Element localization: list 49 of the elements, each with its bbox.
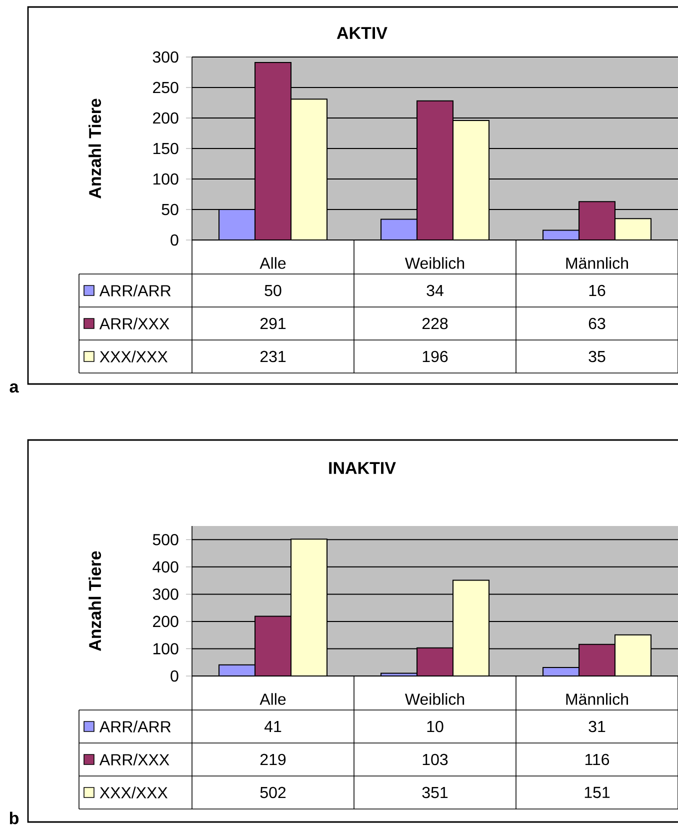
data-label: 31: [588, 720, 606, 732]
y-tick-label: 0: [170, 670, 178, 682]
legend-label: XXX/XXX: [100, 350, 168, 362]
data-label: 228: [422, 318, 448, 330]
y-tick-label: 400: [152, 561, 178, 573]
x-tick-label: Alle: [260, 693, 286, 705]
x-tick-label: Weiblich: [404, 693, 464, 705]
data-label: 151: [584, 786, 610, 798]
legend-label: ARR/XXX: [99, 754, 170, 766]
data-label: 351: [422, 786, 448, 798]
legend-label: XXX/XXX: [100, 786, 168, 798]
text: a: [10, 383, 19, 393]
data-label: 231: [260, 350, 286, 362]
data-label: 34: [426, 284, 444, 296]
data-label: 63: [588, 318, 606, 330]
y-axis-title: Anzahl Tiere: [88, 98, 102, 198]
x-tick-label: Männlich: [566, 693, 628, 705]
y-tick-label: 100: [153, 643, 178, 654]
data-label: 10: [427, 720, 444, 732]
data-label: 502: [260, 786, 286, 798]
data-label: 196: [422, 350, 448, 362]
y-tick-label: 250: [153, 82, 178, 94]
chart-title: INAKTIV: [329, 462, 396, 474]
y-tick-label: 200: [153, 112, 178, 124]
y-tick-label: 0: [170, 234, 178, 246]
y-tick-label: 150: [153, 142, 178, 154]
y-tick-label: 300: [152, 51, 178, 63]
x-tick-label: Weiblich: [404, 257, 464, 269]
legend-label: ARR/ARR: [99, 284, 171, 296]
data-label: 103: [422, 754, 448, 766]
legend-label: ARR/ARR: [99, 720, 171, 732]
data-label: 219: [260, 754, 286, 766]
data-label: 35: [588, 350, 606, 362]
data-label: 16: [589, 284, 606, 296]
y-axis-title: Anzahl Tiere: [88, 551, 102, 651]
chart-title: AKTIV: [336, 27, 388, 39]
data-label: 291: [260, 318, 286, 330]
x-tick-label: Alle: [260, 257, 286, 269]
legend-label: ARR/XXX: [99, 318, 170, 330]
y-tick-label: 500: [152, 534, 178, 546]
text: b: [10, 812, 18, 824]
y-tick-label: 200: [153, 616, 178, 628]
y-tick-label: 100: [153, 173, 178, 185]
data-label: 116: [585, 754, 610, 766]
data-label: 41: [264, 721, 282, 732]
data-label: 50: [264, 284, 282, 296]
y-tick-label: 300: [152, 588, 178, 600]
y-tick-label: 50: [162, 204, 178, 216]
x-tick-label: Männlich: [566, 257, 628, 269]
